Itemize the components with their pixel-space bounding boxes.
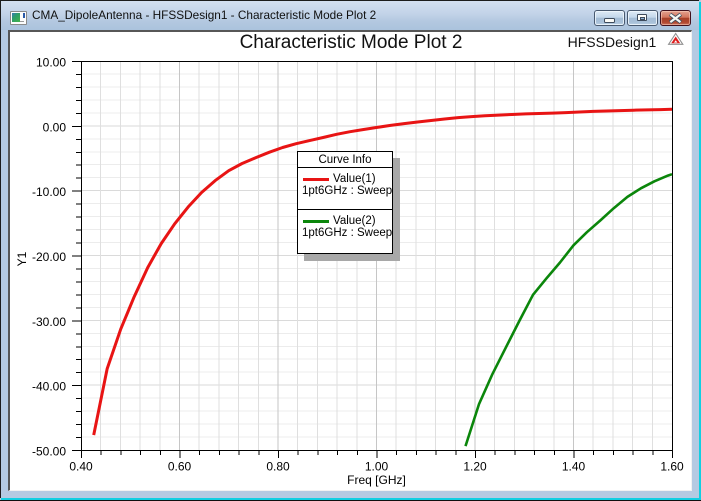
svg-text:1.60: 1.60 xyxy=(660,460,684,474)
svg-text:1.00: 1.00 xyxy=(365,460,389,474)
svg-text:Y1: Y1 xyxy=(15,251,29,266)
svg-text:-50.00: -50.00 xyxy=(32,445,66,459)
svg-text:0.80: 0.80 xyxy=(266,460,290,474)
svg-text:1.40: 1.40 xyxy=(562,460,586,474)
svg-text:Freq [GHz]: Freq [GHz] xyxy=(347,473,406,487)
svg-text:-20.00: -20.00 xyxy=(32,250,66,264)
svg-text:-10.00: -10.00 xyxy=(32,185,66,199)
svg-text:-40.00: -40.00 xyxy=(32,380,66,394)
svg-text:0.60: 0.60 xyxy=(168,460,192,474)
svg-text:10.00: 10.00 xyxy=(36,56,66,70)
svg-text:-30.00: -30.00 xyxy=(32,315,66,329)
svg-text:0.00: 0.00 xyxy=(43,120,67,134)
svg-text:1.20: 1.20 xyxy=(463,460,487,474)
svg-text:0.40: 0.40 xyxy=(69,460,93,474)
